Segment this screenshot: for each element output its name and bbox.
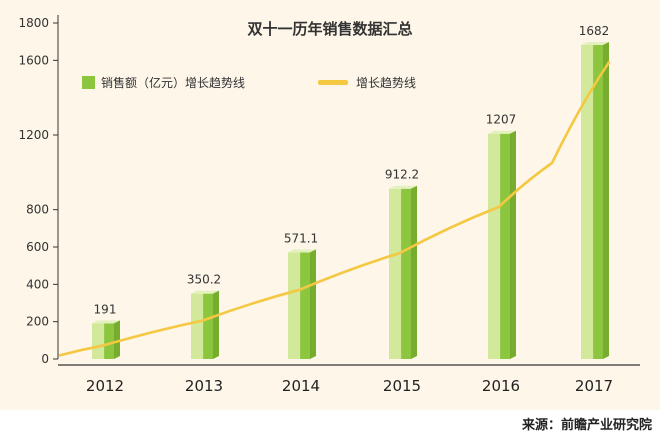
legend-swatch-trend	[318, 80, 348, 85]
y-tick-label: 1800	[18, 16, 49, 30]
bar	[288, 249, 316, 359]
bar	[389, 185, 417, 359]
data-label: 912.2	[385, 168, 419, 182]
legend-label-sales: 销售额（亿元）增长趋势线	[101, 75, 245, 90]
data-label: 1207	[486, 113, 517, 127]
x-tick-label: 2013	[185, 377, 223, 395]
legend-swatch-sales	[82, 76, 95, 89]
data-label: 350.2	[187, 273, 221, 287]
x-tick-label: 2014	[282, 377, 320, 395]
data-label: 571.1	[284, 231, 318, 245]
x-axis: 2012 2013 2014 2015 2016 2017	[58, 364, 640, 395]
x-tick-label: 2015	[383, 377, 421, 395]
bar	[191, 290, 219, 359]
x-tick-label: 2017	[575, 377, 613, 395]
x-tick-label: 2016	[482, 377, 520, 395]
y-tick-label: 200	[26, 315, 49, 329]
source-note: 来源：前瞻产业研究院	[521, 418, 652, 433]
bars	[92, 42, 609, 359]
trend-line	[58, 60, 611, 357]
data-labels: 191 350.2 571.1 912.2 1207 1682	[94, 24, 610, 316]
y-tick-label: 400	[26, 277, 49, 291]
y-tick-label: 1600	[18, 53, 49, 67]
y-tick-label: 800	[26, 203, 49, 217]
bar	[581, 42, 609, 359]
bar	[92, 320, 120, 359]
legend: 销售额（亿元）增长趋势线 增长趋势线	[82, 75, 416, 90]
y-tick-label: 1200	[18, 128, 49, 142]
legend-label-trend: 增长趋势线	[356, 76, 416, 90]
data-label: 191	[94, 302, 117, 316]
bar	[488, 130, 516, 359]
chart-title: 双十一历年销售数据汇总	[247, 20, 412, 38]
chart-svg: 双十一历年销售数据汇总 销售额（亿元）增长趋势线 增长趋势线 0 200 400 60…	[18, 15, 640, 395]
data-label: 1682	[579, 24, 610, 38]
chart-panel: 双十一历年销售数据汇总 销售额（亿元）增长趋势线 增长趋势线 0 200 400 60…	[0, 0, 660, 410]
y-tick-label: 0	[41, 352, 49, 366]
y-tick-label: 600	[26, 240, 49, 254]
y-axis: 0 200 400 600 800 1200 1600 1800	[18, 15, 59, 366]
trend-layer	[58, 60, 611, 357]
x-tick-label: 2012	[86, 377, 124, 395]
